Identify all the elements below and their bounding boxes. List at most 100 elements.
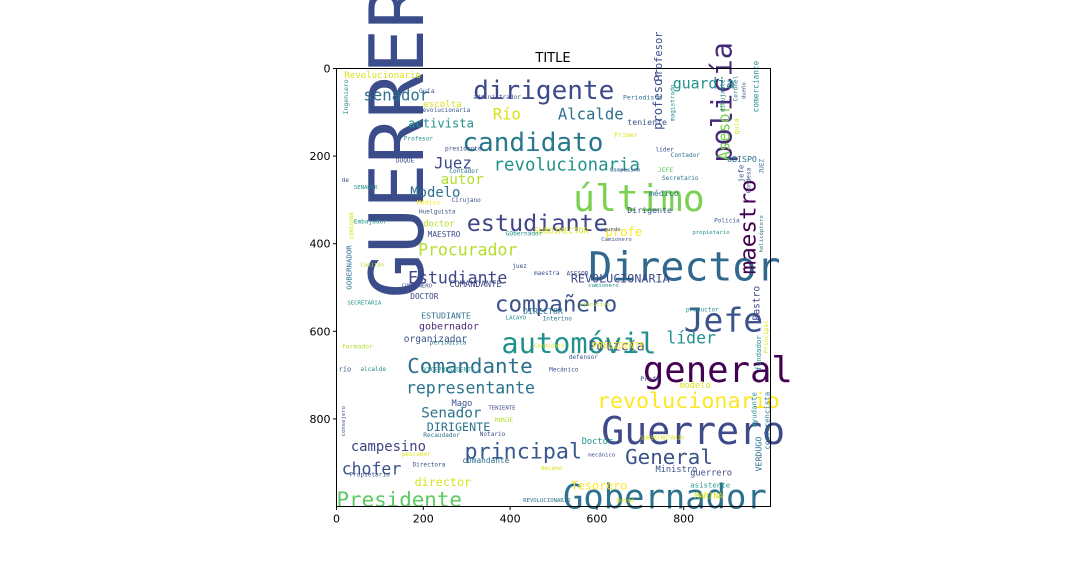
plot-frame	[336, 68, 771, 507]
word-cloud-word: MONJE	[495, 417, 514, 424]
word-cloud-word: juez	[512, 263, 527, 270]
word-cloud-word: ESTUDIANTE	[421, 310, 471, 320]
word-cloud-word: DIRIGENTE	[427, 420, 491, 434]
word-cloud-word: Revolucionaria	[419, 107, 471, 114]
word-cloud-word: Huelguista	[419, 209, 456, 216]
word-cloud-word: policía	[704, 42, 738, 163]
x-axis: 0 200 400 600 800	[333, 506, 694, 526]
word-cloud-word: activista	[408, 117, 474, 131]
word-cloud-word: helicóptero	[758, 215, 765, 253]
word-cloud-word: Interino	[543, 315, 573, 322]
word-cloud-word: REVOLUCIONARIO	[523, 498, 571, 504]
word-cloud-word: COMPAÑERO	[402, 283, 433, 290]
word-cloud-word: Candidato	[534, 344, 565, 350]
word-cloud-word: CONTADOR	[350, 212, 356, 240]
word-cloud-word: magistrado	[670, 84, 677, 121]
word-cloud-word: DOCTOR	[410, 292, 438, 301]
word-cloud-word: organizador	[404, 334, 467, 345]
word-cloud-word: Alcalde	[558, 106, 624, 124]
word-cloud-word: revolucionario	[597, 389, 780, 414]
x-tick-label: 400	[500, 513, 521, 526]
word-cloud-word: compañero	[495, 291, 617, 317]
word-cloud-word: Ingeniero	[342, 79, 350, 114]
word-cloud-word: mecánico	[588, 451, 616, 458]
word-cloud-word: OBISPO	[727, 154, 757, 164]
y-tick-label: 600	[310, 325, 331, 338]
word-cloud-word: gobernador	[419, 321, 479, 332]
word-cloud-word: chofer	[342, 459, 402, 478]
word-cloud-word: decano	[540, 465, 562, 472]
word-cloud-word: MARINA	[695, 492, 723, 501]
word-cloud-word: Senador	[421, 406, 482, 422]
word-cloud-word: dirigente	[473, 76, 614, 106]
word-cloud-word: maestro	[735, 179, 761, 274]
word-cloud-word: ayudante	[750, 392, 759, 428]
word-cloud-word: formador	[342, 342, 373, 350]
word-cloud-word: principal	[465, 440, 583, 465]
y-axis: 0 200 400 600 800	[310, 63, 337, 426]
word-cloud-word: REVOLUCIONARIA	[571, 271, 670, 285]
word-cloud-word: dueño	[741, 82, 747, 100]
x-tick-label: 600	[586, 513, 607, 526]
word-cloud-word: periodista	[430, 339, 467, 346]
word-cloud-word: Camionero	[601, 237, 632, 243]
chart-title: TITLE	[534, 51, 570, 66]
y-tick-label: 200	[310, 150, 331, 163]
word-cloud-word: DIRECTOR	[523, 306, 563, 316]
word-cloud-word: Juez	[434, 155, 472, 173]
word-cloud-word: SENADOR	[354, 185, 378, 191]
word-cloud-word: Procurador	[418, 241, 517, 260]
word-cloud-word: guía	[732, 118, 740, 134]
word-cloud-word: Jefe	[684, 301, 763, 340]
word-cloud-word: profesor	[651, 71, 665, 129]
word-cloud-word: candidato	[462, 128, 603, 158]
word-cloud-word: productor	[686, 307, 719, 314]
word-cloud-word: segundo	[597, 227, 621, 233]
x-tick-label: 200	[413, 513, 434, 526]
word-cloud-word: campesino	[351, 439, 426, 455]
word-cloud-word: asistente	[690, 481, 730, 490]
word-cloud-word: líder	[655, 145, 674, 153]
word-cloud-word: propietario	[692, 230, 730, 236]
word-cloud-word: director	[415, 475, 471, 489]
word-cloud-word: VERDUGO	[754, 437, 764, 472]
word-cloud-word: SUBDIRECTOR	[534, 225, 589, 235]
word-cloud-word: Ministro	[655, 465, 697, 475]
word-cloud-word: Propietario	[350, 471, 391, 478]
word-cloud-word: GOBERNADOR	[345, 245, 354, 290]
word-cloud-word: Dirigente	[627, 205, 672, 215]
word-cloud-word: guerrero	[690, 468, 732, 478]
word-cloud-word: doctor	[423, 220, 454, 230]
word-cloud-word: camionero	[588, 283, 619, 289]
word-cloud-word: guardia	[673, 76, 735, 93]
word-cloud-word: Principal	[763, 320, 770, 353]
word-cloud-word: estudiante	[467, 209, 608, 237]
word-cloud-word: Guía	[419, 87, 435, 95]
word-cloud-word: Comandante	[407, 354, 532, 378]
word-cloud-word: autor	[441, 172, 484, 188]
word-cloud-word: SECRETARIA	[347, 301, 381, 307]
y-tick-label: 400	[310, 238, 331, 251]
word-cloud-word: Coronel	[733, 75, 740, 101]
word-cloud-word: último	[573, 177, 705, 220]
word-cloud-word: dibujante	[720, 79, 727, 112]
word-cloud-word: Guerrero	[601, 410, 785, 454]
word-cloud-word: Gobernador	[563, 478, 767, 517]
word-cloud-word: Revolucionario	[344, 71, 421, 81]
word-cloud-word: profe	[606, 225, 643, 239]
word-cloud-word: Periodista	[623, 94, 662, 102]
word-cloud-word: maestra	[534, 270, 560, 277]
word-cloud-word: Director	[588, 244, 780, 290]
word-cloud-word: Recaudador	[423, 432, 460, 439]
word-cloud-word: fundador	[754, 335, 763, 371]
word-cloud-word: escolta	[423, 100, 461, 110]
y-tick-label: 800	[310, 413, 331, 426]
word-cloud-word: Capitán	[360, 262, 384, 269]
word-cloud-word: ASESOR	[567, 271, 589, 278]
word-cloud-word: Condesa	[746, 167, 753, 193]
word-cloud-word: Notario	[480, 431, 506, 438]
word-cloud-word: GUERRERO	[354, 0, 441, 298]
word-cloud-word: Río	[493, 106, 521, 124]
x-tick-label: 800	[673, 513, 694, 526]
